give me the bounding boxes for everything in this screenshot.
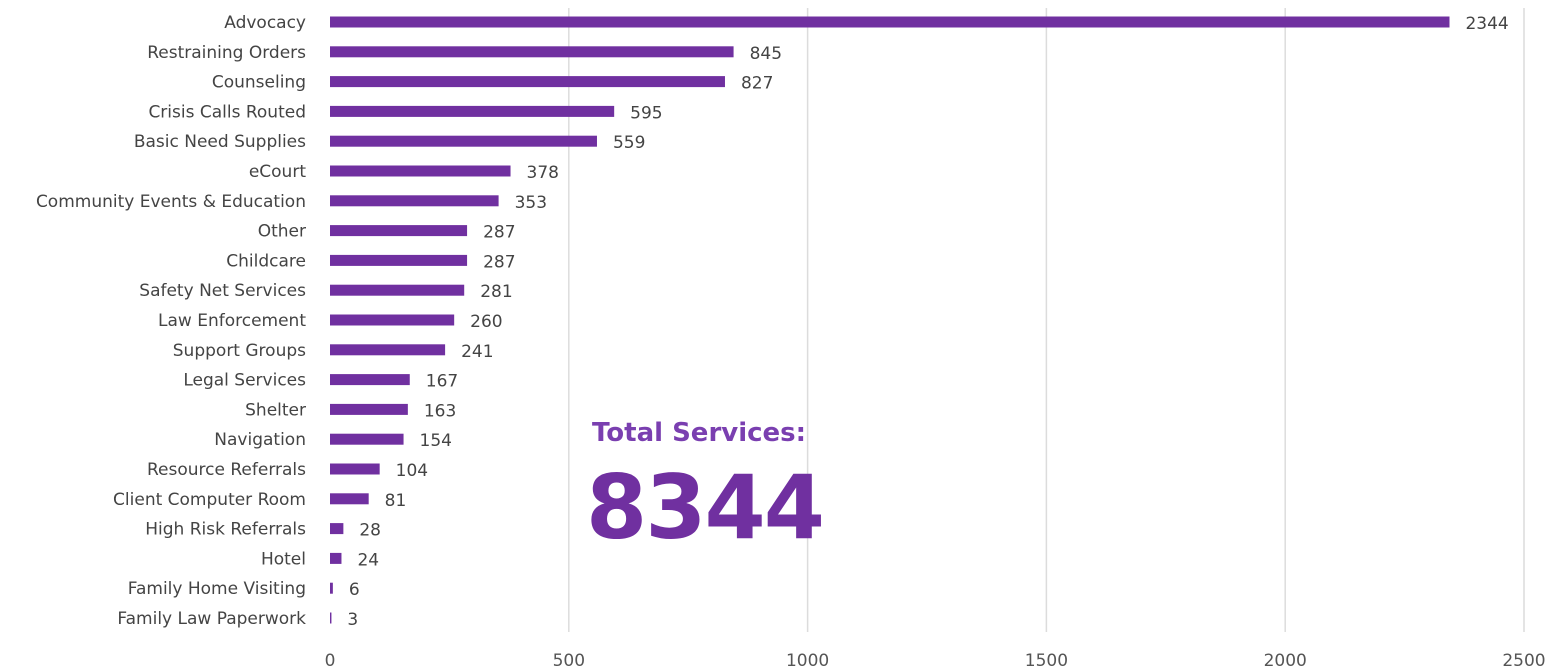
value-label: 378 <box>527 163 559 183</box>
category-label: Restraining Orders <box>147 43 306 63</box>
bar <box>330 612 332 624</box>
total-services-title: Total Services: <box>592 418 807 448</box>
x-tick-label: 0 <box>325 651 336 671</box>
bar <box>330 344 446 356</box>
category-label: Community Events & Education <box>36 192 306 212</box>
category-label: Shelter <box>245 400 306 420</box>
value-label: 559 <box>613 133 645 153</box>
value-label: 260 <box>470 312 502 332</box>
category-label: Childcare <box>226 251 306 271</box>
category-label: Hotel <box>261 549 306 569</box>
value-label: 154 <box>420 431 452 451</box>
bar <box>330 105 615 117</box>
category-label: High Risk Referrals <box>145 520 306 540</box>
value-label: 167 <box>426 372 458 392</box>
category-label: Navigation <box>214 430 306 450</box>
bar <box>330 46 734 58</box>
bar <box>330 433 404 445</box>
category-label: Advocacy <box>224 13 306 33</box>
bar <box>330 552 342 564</box>
value-label: 353 <box>515 193 547 213</box>
bar <box>330 493 369 505</box>
bar <box>330 463 380 475</box>
bar <box>330 16 1450 28</box>
category-label: Safety Net Services <box>139 281 306 301</box>
value-label: 281 <box>480 282 512 302</box>
bar <box>330 135 597 147</box>
value-label: 6 <box>349 580 360 600</box>
x-tick-label: 1000 <box>786 651 829 671</box>
bar <box>330 225 468 237</box>
value-label: 827 <box>741 74 773 94</box>
bar <box>330 165 511 177</box>
value-label: 3 <box>347 610 358 630</box>
bar <box>330 314 455 326</box>
bar <box>330 76 725 88</box>
value-label: 845 <box>750 44 782 64</box>
value-label: 595 <box>630 103 662 123</box>
category-label: Family Home Visiting <box>128 579 306 599</box>
value-label: 163 <box>424 401 456 421</box>
category-label: Family Law Paperwork <box>117 609 306 629</box>
x-tick-label: 500 <box>553 651 585 671</box>
category-label: Resource Referrals <box>147 460 306 480</box>
bar <box>330 284 465 296</box>
value-label: 287 <box>483 223 515 243</box>
category-label: Basic Need Supplies <box>134 132 306 152</box>
category-label: Support Groups <box>173 341 306 361</box>
value-label: 104 <box>396 461 428 481</box>
value-label: 81 <box>385 491 407 511</box>
category-label: Law Enforcement <box>158 311 306 331</box>
value-label: 287 <box>483 252 515 272</box>
x-tick-label: 1500 <box>1025 651 1068 671</box>
value-label: 24 <box>357 550 379 570</box>
category-label: Client Computer Room <box>113 490 306 510</box>
value-label: 241 <box>461 342 493 362</box>
x-tick-label: 2500 <box>1502 651 1545 671</box>
category-label: Legal Services <box>183 371 306 391</box>
bar <box>330 403 408 415</box>
category-label: Crisis Calls Routed <box>148 102 306 122</box>
category-label: Counseling <box>212 73 306 93</box>
bar <box>330 254 468 266</box>
bar <box>330 195 499 207</box>
category-label: Other <box>258 222 306 242</box>
bar <box>330 582 333 594</box>
total-services-value: 8344 <box>586 456 825 559</box>
value-label: 2344 <box>1465 14 1508 34</box>
value-label: 28 <box>359 521 381 541</box>
bar <box>330 374 410 386</box>
category-label: eCourt <box>249 162 306 182</box>
bar <box>330 523 344 535</box>
x-tick-label: 2000 <box>1264 651 1307 671</box>
